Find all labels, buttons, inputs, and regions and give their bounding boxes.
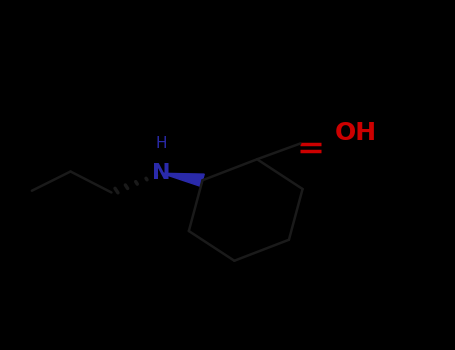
Polygon shape	[162, 173, 204, 187]
Text: OH: OH	[334, 121, 377, 145]
Text: N: N	[152, 163, 171, 183]
Text: H: H	[156, 135, 167, 150]
